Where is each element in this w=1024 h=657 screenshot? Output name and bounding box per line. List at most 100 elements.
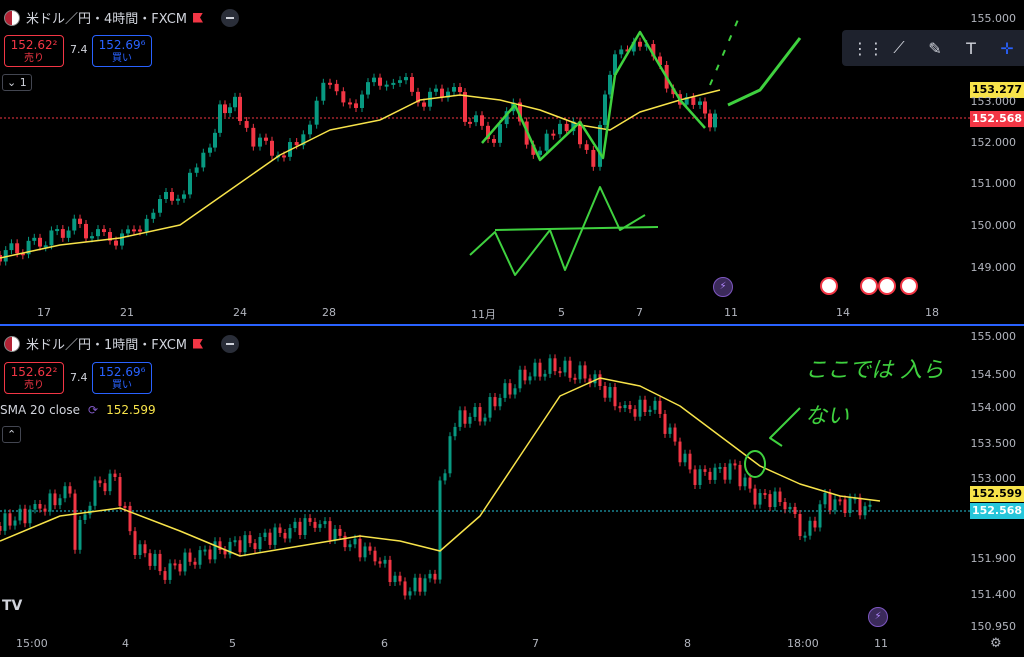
- candle-4h: [452, 87, 456, 92]
- market-flag-icon: [193, 12, 204, 23]
- candle-4h: [43, 245, 48, 248]
- last-price-label: 152.568: [970, 503, 1024, 519]
- candle-1h: [288, 528, 292, 539]
- candle-4h: [608, 74, 612, 95]
- buy-button[interactable]: 152.69⁶ 買い: [92, 35, 152, 67]
- candle-1h: [448, 436, 452, 474]
- candle-4h: [3, 250, 8, 262]
- drag-handle-icon[interactable]: ⋮⋮: [852, 38, 884, 58]
- candle-4h: [72, 218, 77, 231]
- us-event-icon[interactable]: [820, 277, 838, 295]
- candle-1h: [243, 535, 247, 553]
- candle-4h: [144, 218, 149, 232]
- price-tick: 151.400: [970, 588, 1017, 601]
- sell-button[interactable]: 152.62² 売り: [4, 362, 64, 394]
- moving-average-line: [0, 377, 881, 557]
- brush-icon[interactable]: ✎: [928, 38, 942, 58]
- chart-pane-4h[interactable]: 米ドル／円・4時間・FXCM 152.62² 売り 7.4 152.69⁶ 買い…: [0, 0, 1024, 326]
- candle-1h: [633, 409, 637, 417]
- candle-1h: [3, 513, 7, 531]
- text-tool-icon[interactable]: T: [966, 38, 976, 58]
- candle-4h: [194, 167, 199, 173]
- price-tick: 152.000: [970, 136, 1017, 149]
- date-tick: 4: [122, 637, 129, 650]
- date-tick: 17: [37, 306, 51, 319]
- candle-4h: [480, 115, 484, 126]
- buy-price: 152.69⁶: [98, 38, 146, 52]
- buy-button[interactable]: 152.69⁶ 買い: [92, 362, 152, 394]
- candle-1h: [523, 369, 527, 381]
- candlestick-chart-4h[interactable]: [0, 0, 1024, 324]
- trendline-icon[interactable]: ⟋: [893, 38, 905, 57]
- us-event-icon[interactable]: [860, 277, 878, 295]
- candle-4h: [404, 77, 408, 81]
- candle-1h: [458, 410, 462, 427]
- flag-icon: [4, 335, 20, 352]
- drawn-dash-line: [709, 14, 741, 86]
- candle-4h: [114, 240, 118, 246]
- candle-4h: [360, 94, 364, 108]
- candle-4h: [294, 142, 299, 146]
- event-bolt-icon[interactable]: ⚡: [868, 607, 888, 627]
- us-event-icon[interactable]: [878, 277, 896, 295]
- candle-1h: [363, 546, 367, 558]
- candle-4h: [684, 97, 689, 105]
- date-tick: 18: [925, 306, 939, 319]
- candle-1h: [348, 544, 352, 548]
- date-tick: 28: [322, 306, 336, 319]
- drawn-wave: [469, 186, 646, 276]
- chart-pane-1h[interactable]: 米ドル／円・1時間・FXCM 152.62² 売り 7.4 152.69⁶ 買い…: [0, 326, 1024, 657]
- candle-4h: [703, 101, 707, 114]
- candle-1h: [13, 520, 17, 526]
- spread-value: 7.4: [70, 43, 88, 56]
- candle-1h: [833, 499, 837, 511]
- candle-1h: [803, 535, 807, 538]
- candle-1h: [438, 480, 442, 580]
- interval-tag[interactable]: ⌄ 1: [2, 74, 32, 91]
- collapse-button[interactable]: [221, 334, 240, 353]
- sma-legend[interactable]: SMA 20 close ⟳ 152.599: [0, 403, 156, 417]
- price-tick: 155.000: [970, 330, 1017, 343]
- candle-4h: [9, 243, 14, 251]
- candle-1h: [98, 480, 102, 484]
- candle-4h: [468, 121, 472, 124]
- candle-1h: [858, 497, 862, 516]
- sell-button[interactable]: 152.62² 売り: [4, 35, 64, 67]
- candlestick-chart-1h[interactable]: [0, 326, 1024, 657]
- candle-4h: [366, 82, 370, 95]
- candle-1h: [123, 505, 127, 508]
- candle-1h: [163, 571, 167, 580]
- candle-4h: [458, 87, 462, 93]
- us-event-icon[interactable]: [900, 277, 918, 295]
- sell-price: 152.62²: [10, 365, 58, 379]
- candle-4h: [384, 84, 389, 87]
- expand-chevron-icon[interactable]: ⌃: [2, 426, 22, 443]
- price-tick: 155.000: [970, 12, 1017, 25]
- date-tick: 14: [836, 306, 850, 319]
- price-tick: 150.000: [970, 219, 1017, 232]
- refresh-icon[interactable]: ⟳: [88, 403, 99, 417]
- date-tick: 8: [684, 637, 691, 650]
- candle-4h: [38, 237, 42, 247]
- minus-icon: [226, 16, 235, 19]
- candle-1h: [693, 469, 697, 485]
- buy-price: 152.69⁶: [98, 365, 146, 379]
- candle-1h: [568, 360, 572, 378]
- candle-1h: [178, 563, 182, 572]
- candle-4h: [372, 77, 376, 83]
- candle-1h: [683, 453, 687, 463]
- candle-1h: [518, 369, 522, 389]
- candle-1h: [688, 453, 692, 470]
- candle-1h: [63, 486, 67, 499]
- settings-gear-icon[interactable]: ⚙: [990, 636, 1002, 651]
- candle-4h: [264, 137, 268, 141]
- candle-1h: [283, 532, 287, 539]
- candle-1h: [8, 513, 12, 526]
- crosshair-icon[interactable]: ✛: [1000, 38, 1014, 58]
- collapse-button[interactable]: [221, 8, 240, 27]
- candle-4h: [244, 121, 249, 128]
- candle-1h: [638, 399, 642, 417]
- candle-4h: [60, 229, 65, 238]
- event-bolt-icon[interactable]: ⚡: [713, 277, 733, 297]
- candle-4h: [354, 103, 358, 108]
